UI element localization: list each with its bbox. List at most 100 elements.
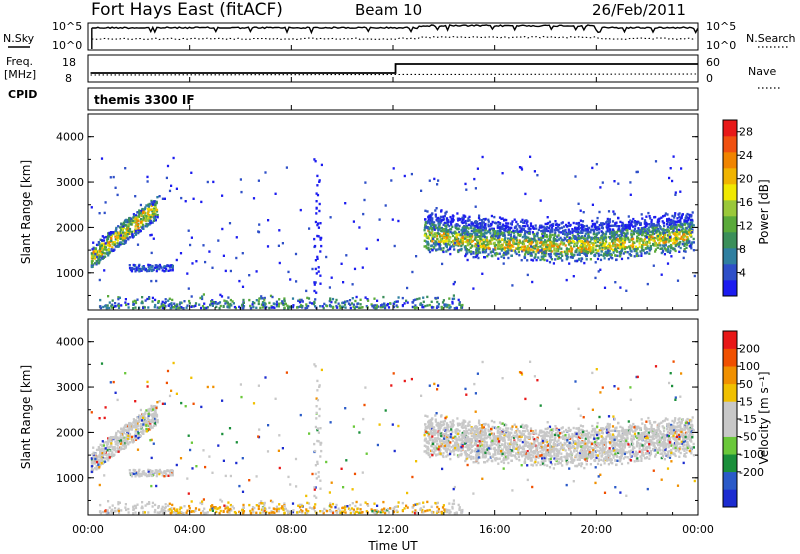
power-cell (107, 254, 110, 257)
velocity-cell (110, 509, 113, 512)
power-cell (127, 237, 130, 240)
power-cell (456, 249, 460, 252)
velocity-cell (201, 502, 204, 506)
power-cell (610, 234, 614, 238)
power-cell (645, 236, 648, 239)
power-cell (461, 231, 464, 234)
velocity-cell (122, 430, 125, 433)
power-cell (316, 234, 319, 238)
power-cell (199, 296, 202, 300)
power-cell (443, 305, 446, 308)
power-cell (473, 245, 476, 248)
power-cell (641, 227, 644, 230)
power-cell (487, 225, 490, 228)
velocity-cell (436, 505, 439, 509)
velocity-cell (99, 450, 102, 453)
velocity-cell (110, 511, 113, 514)
power-cell (618, 225, 621, 228)
power-cell (587, 236, 590, 239)
power-cell (490, 238, 493, 241)
power-cell (430, 222, 433, 225)
power-cell (111, 241, 114, 244)
power-cell (450, 223, 453, 226)
power-cell (623, 241, 626, 244)
velocity-cell (164, 503, 167, 506)
power-cell (452, 240, 455, 243)
power-cell (552, 240, 555, 244)
power-cell (155, 279, 158, 283)
velocity-cell (155, 470, 158, 474)
power-cell (428, 250, 432, 254)
power-cell (611, 244, 615, 248)
velocity-cell (396, 510, 399, 514)
power-cell (522, 221, 525, 224)
power-cell (423, 245, 426, 248)
power-cell (688, 240, 691, 243)
power-cell (444, 242, 447, 246)
power-cell (134, 270, 137, 273)
velocity-cell (95, 464, 98, 468)
power-cell (599, 222, 603, 225)
power-cell (203, 302, 206, 305)
power-cell (546, 235, 549, 239)
power-cell (585, 228, 588, 231)
power-cell (130, 217, 133, 221)
power-cell (127, 306, 130, 309)
power-cell (577, 202, 580, 205)
power-cell (633, 249, 636, 253)
velocity-cell (142, 473, 145, 476)
velocity-cell (314, 503, 317, 506)
power-cell (117, 297, 120, 301)
power-cell (519, 220, 523, 223)
power-cell (686, 220, 689, 223)
power-cell (597, 254, 600, 257)
power-cell (633, 227, 637, 230)
power-cell (645, 230, 648, 233)
power-cell (135, 214, 138, 217)
power-cell (281, 242, 284, 245)
power-cell (445, 250, 448, 253)
power-cell (523, 232, 527, 235)
power-cell (578, 253, 581, 256)
power-cell (410, 172, 413, 176)
power-cell (437, 179, 440, 182)
power-cell (523, 256, 526, 260)
power-cell (589, 250, 592, 253)
power-cell (690, 247, 693, 250)
power-cell (483, 256, 487, 259)
power-cell (362, 212, 365, 216)
power-cell (631, 245, 634, 249)
power-cell (180, 196, 183, 200)
power-cell (476, 254, 479, 257)
velocity-cell (97, 448, 100, 451)
velocity-cell (460, 511, 463, 514)
power-cell (579, 209, 582, 212)
power-cell (135, 266, 138, 270)
power-cell (662, 231, 665, 235)
velocity-cell (160, 471, 163, 474)
power-cell (450, 218, 453, 221)
power-cell (661, 244, 664, 247)
power-cell (103, 211, 106, 215)
power-cell (358, 306, 362, 309)
power-cell (478, 231, 481, 234)
power-cell (542, 234, 546, 238)
power-cell (522, 249, 525, 252)
power-cell (444, 211, 447, 215)
power-cell (95, 259, 98, 263)
power-cell (619, 243, 622, 246)
power-cell (569, 241, 572, 245)
power-cell (621, 242, 624, 245)
velocity-cell (341, 506, 344, 510)
power-cell (139, 203, 142, 207)
power-cell (595, 226, 598, 229)
power-cell (590, 251, 594, 254)
power-cell (603, 286, 607, 289)
power-cell (119, 235, 122, 238)
velocity-cell (146, 474, 149, 478)
power-cell (134, 301, 138, 305)
power-cell (319, 282, 322, 285)
power-cell (479, 240, 482, 243)
power-cell (559, 236, 562, 240)
power-cell (592, 246, 595, 249)
